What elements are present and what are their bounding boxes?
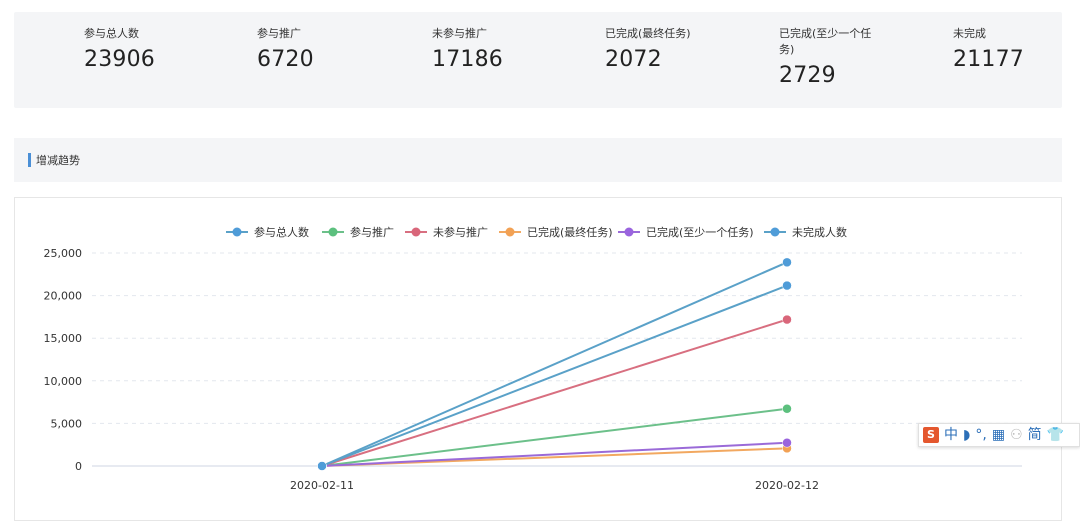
legend-marker: [624, 227, 634, 237]
data-point: [782, 257, 792, 268]
x-tick-label: 2020-02-12: [755, 479, 819, 492]
legend-marker: [411, 227, 421, 237]
punctuation-icon[interactable]: °,: [975, 427, 987, 443]
stat-label: 未完成: [953, 27, 986, 40]
section-accent-bar: [28, 153, 31, 167]
legend-label: 参与总人数: [254, 225, 309, 239]
stat-non-promo: 未参与推广 17186: [432, 26, 532, 72]
trend-header: 增减趋势: [14, 138, 1062, 182]
chart-card: [14, 197, 1062, 521]
data-point: [317, 461, 327, 471]
user-icon[interactable]: ⚇: [1010, 427, 1023, 443]
y-tick-label: 0: [75, 460, 82, 473]
y-tick-label: 25,000: [44, 247, 83, 260]
y-tick-label: 5,000: [51, 417, 83, 430]
series-line: [321, 407, 788, 467]
data-point: [782, 403, 792, 414]
data-point: [782, 280, 792, 291]
stat-value: 17186: [432, 47, 503, 72]
stat-completed-final: 已完成(最终任务) 2072: [605, 26, 705, 72]
stat-value: 2729: [779, 63, 836, 88]
ime-simplified[interactable]: 简: [1027, 427, 1042, 443]
stats-panel: 参与总人数 23906 参与推广 6720 未参与推广 17186 已完成(最终…: [14, 12, 1062, 108]
legend-marker: [328, 227, 338, 237]
stat-value: 23906: [84, 47, 155, 72]
stat-label: 已完成(至少一个任务): [779, 27, 872, 56]
stat-completed-one: 已完成(至少一个任务) 2729: [779, 26, 879, 88]
keyboard-icon[interactable]: ▦: [991, 427, 1006, 443]
y-tick-label: 10,000: [44, 375, 83, 388]
series-line: [321, 441, 788, 467]
stat-value: 2072: [605, 47, 662, 72]
x-tick-label: 2020-02-11: [290, 479, 354, 492]
stat-value: 21177: [953, 47, 1024, 72]
stat-label: 未参与推广: [432, 27, 487, 40]
stat-incomplete: 未完成 21177: [953, 26, 1053, 72]
series-line: [321, 284, 788, 467]
series-line: [321, 318, 788, 467]
stat-value: 6720: [257, 47, 314, 72]
ime-logo-icon[interactable]: S: [923, 427, 939, 443]
stat-label: 参与推广: [257, 27, 301, 40]
legend-label: 参与推广: [350, 225, 394, 239]
ime-toolbar[interactable]: S 中 ◗ °, ▦ ⚇ 简 👕: [918, 423, 1080, 447]
trend-title: 增减趋势: [36, 154, 80, 167]
legend-label: 未参与推广: [433, 225, 488, 239]
stat-promo: 参与推广 6720: [257, 26, 357, 72]
legend-label: 未完成人数: [792, 225, 847, 239]
ime-chinese-mode[interactable]: 中: [944, 427, 958, 443]
series-line: [321, 261, 788, 467]
legend-marker: [232, 227, 242, 237]
legend-label: 已完成(至少一个任务): [646, 225, 754, 239]
legend-marker: [770, 227, 780, 237]
stat-total: 参与总人数 23906: [84, 26, 184, 72]
moon-icon[interactable]: ◗: [963, 427, 971, 443]
legend-label: 已完成(最终任务): [527, 225, 613, 239]
y-tick-label: 15,000: [44, 332, 83, 345]
skin-icon[interactable]: 👕: [1046, 427, 1065, 443]
stat-label: 参与总人数: [84, 27, 139, 40]
data-point: [782, 314, 792, 325]
stat-label: 已完成(最终任务): [605, 27, 691, 40]
data-point: [782, 437, 792, 448]
legend-marker: [505, 227, 515, 237]
y-tick-label: 20,000: [44, 290, 83, 303]
